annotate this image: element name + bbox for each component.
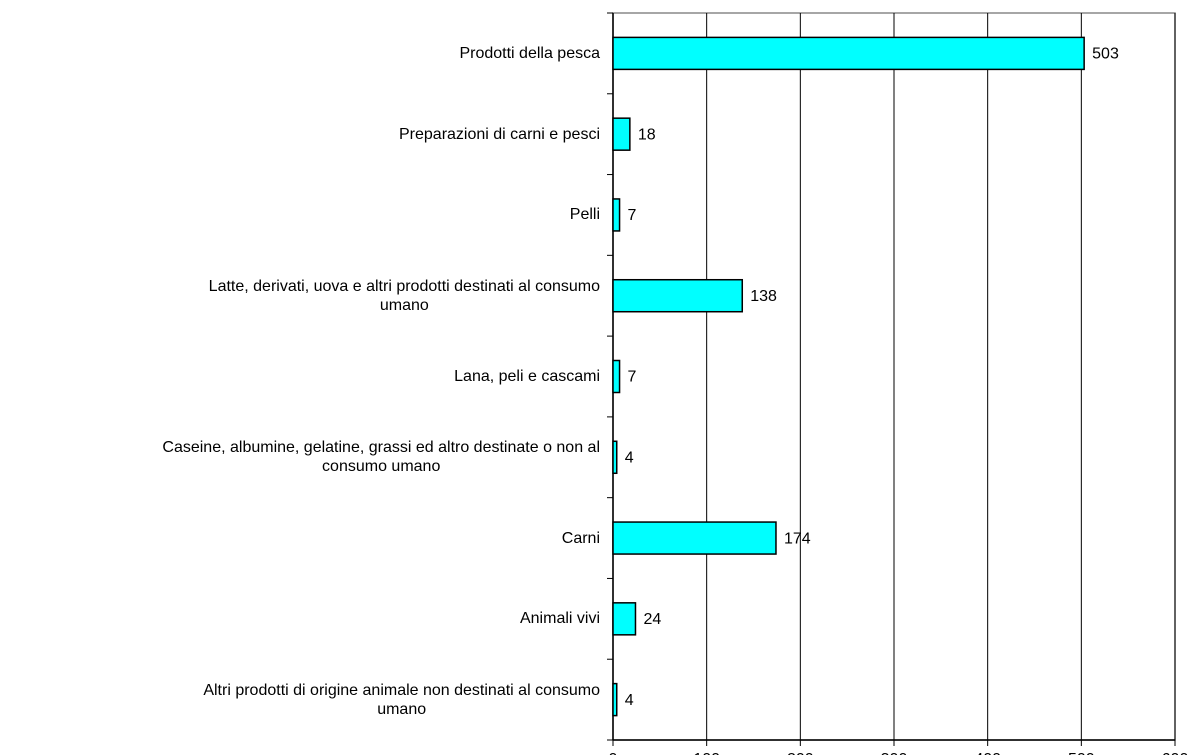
category-label: Altri prodotti di origine animale non de… — [0, 660, 600, 740]
bar — [612, 521, 777, 555]
value-label: 7 — [628, 369, 637, 386]
bar — [612, 359, 621, 394]
x-tick-label: 200 — [787, 751, 814, 755]
bar — [612, 36, 1085, 71]
value-label: 503 — [1092, 46, 1119, 63]
x-tick-label: 400 — [974, 751, 1001, 755]
value-label: 4 — [625, 692, 634, 709]
bar — [612, 278, 744, 313]
category-text: Preparazioni di carni e pesci — [399, 125, 600, 143]
category-label: Caseine, albumine, gelatine, grassi ed a… — [0, 417, 600, 497]
x-tick-label: 600 — [1162, 751, 1189, 755]
x-tick-label: 500 — [1068, 751, 1095, 755]
category-text: Caseine, albumine, gelatine, grassi ed a… — [162, 439, 600, 476]
category-text: Carni — [561, 529, 600, 547]
category-text: Lana, peli e cascami — [454, 368, 600, 385]
category-label: Lana, peli e cascami — [0, 337, 600, 417]
bar — [612, 440, 618, 475]
bar — [612, 602, 637, 636]
category-label: Animali vivi — [0, 579, 600, 659]
x-tick-label: 100 — [693, 751, 720, 755]
value-label: 24 — [643, 611, 661, 628]
value-label: 18 — [638, 126, 656, 143]
category-text: Latte, derivati, uova e altri prodotti d… — [208, 277, 600, 314]
category-text: Animali vivi — [519, 610, 600, 628]
category-label: Prodotti della pesca — [0, 13, 600, 93]
category-label: Preparazioni di carni e pesci — [0, 94, 600, 174]
category-text: Altri prodotti di origine animale non de… — [203, 681, 600, 718]
category-text: Pelli — [569, 206, 600, 224]
value-label: 4 — [625, 449, 634, 466]
x-tick-label: 300 — [881, 751, 908, 755]
value-label: 174 — [784, 530, 811, 547]
bar — [612, 682, 618, 717]
value-label: 138 — [750, 288, 777, 305]
category-text: Prodotti della pesca — [459, 44, 600, 62]
category-label: Carni — [0, 498, 600, 578]
x-tick-label: 0 — [609, 751, 618, 755]
category-label: Latte, derivati, uova e altri prodotti d… — [0, 256, 600, 336]
value-label: 7 — [628, 207, 637, 224]
bar — [612, 117, 631, 151]
bar — [612, 198, 621, 232]
category-label: Pelli — [0, 175, 600, 255]
